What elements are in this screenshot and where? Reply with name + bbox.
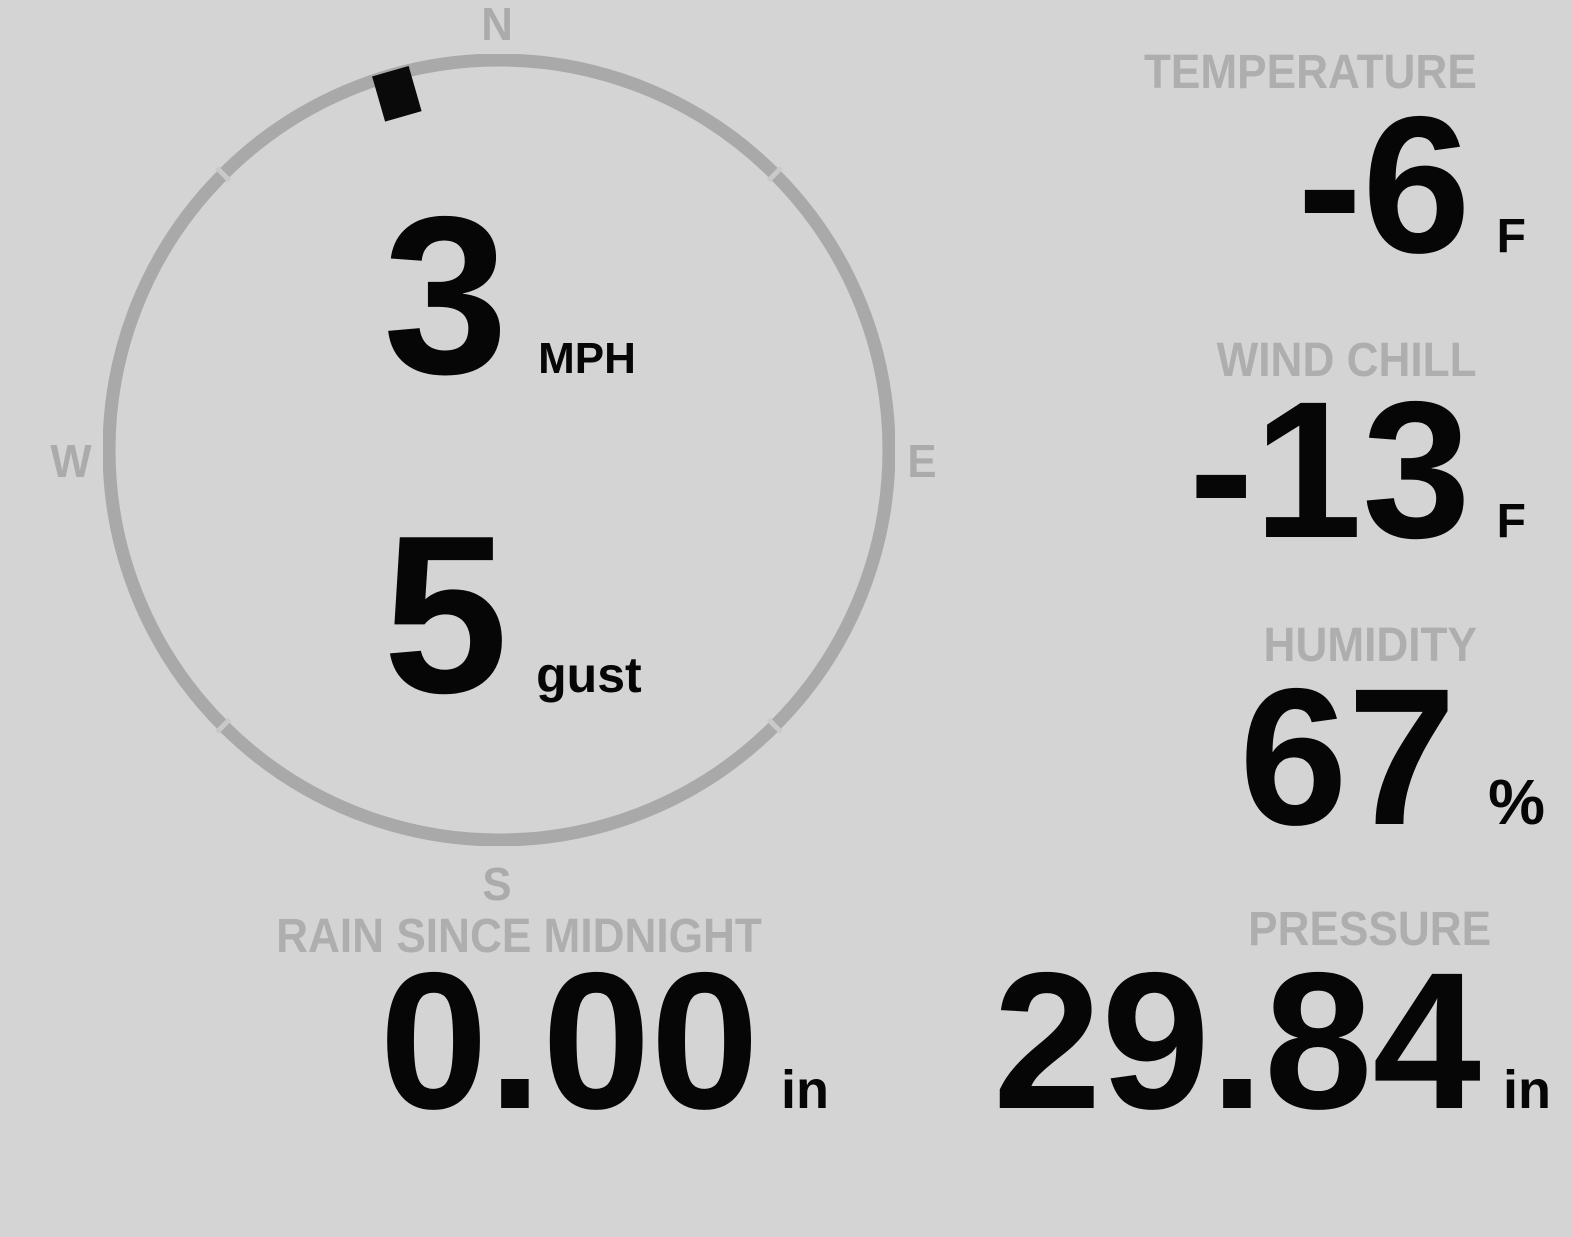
temperature-value: -6 — [1297, 76, 1471, 294]
wind-gust-value: 5 — [383, 488, 509, 740]
compass-label-south: S — [482, 858, 512, 910]
wind-chill-unit: F — [1496, 495, 1526, 548]
humidity-value-row: 67 % — [1239, 660, 1545, 855]
rain-value-row: 0.00 in — [379, 944, 829, 1139]
compass-label-west: W — [50, 435, 92, 487]
temperature-label: TEMPERATURE — [1144, 46, 1477, 99]
compass-tick-nw — [215, 166, 232, 183]
temperature-unit: F — [1496, 210, 1526, 263]
humidity-value: 67 — [1239, 648, 1457, 866]
compass-dial — [103, 54, 895, 846]
humidity-label: HUMIDITY — [1263, 619, 1477, 672]
wind-chill-value: -13 — [1188, 361, 1471, 579]
wind-speed-unit: MPH — [538, 334, 636, 383]
pressure-value-row: 29.84 in — [993, 944, 1551, 1139]
temperature-value-row: -6 F — [1297, 88, 1526, 283]
wind-speed-group: 3 MPH — [383, 183, 636, 408]
rain-unit: in — [781, 1060, 829, 1120]
compass-tick-se — [766, 717, 783, 734]
compass-label-east: E — [907, 435, 937, 487]
rain-value: 0.00 — [379, 932, 759, 1150]
humidity-unit: % — [1488, 766, 1545, 838]
pressure-value: 29.84 — [993, 932, 1481, 1150]
wind-chill-value-row: -13 F — [1189, 373, 1526, 568]
compass-tick-sw — [215, 717, 232, 734]
wind-chill-label: WIND CHILL — [1216, 334, 1477, 387]
rain-label: RAIN SINCE MIDNIGHT — [276, 910, 762, 963]
pressure-unit: in — [1503, 1060, 1551, 1120]
wind-speed-value: 3 — [383, 169, 509, 421]
compass-ring — [103, 54, 895, 846]
wind-gust-unit: gust — [536, 647, 642, 703]
pressure-label: PRESSURE — [1248, 903, 1491, 956]
wind-direction-marker — [372, 65, 422, 122]
compass-tick-ne — [766, 166, 783, 183]
wind-gust-group: 5 gust — [383, 502, 642, 727]
compass-label-north: N — [481, 0, 513, 50]
